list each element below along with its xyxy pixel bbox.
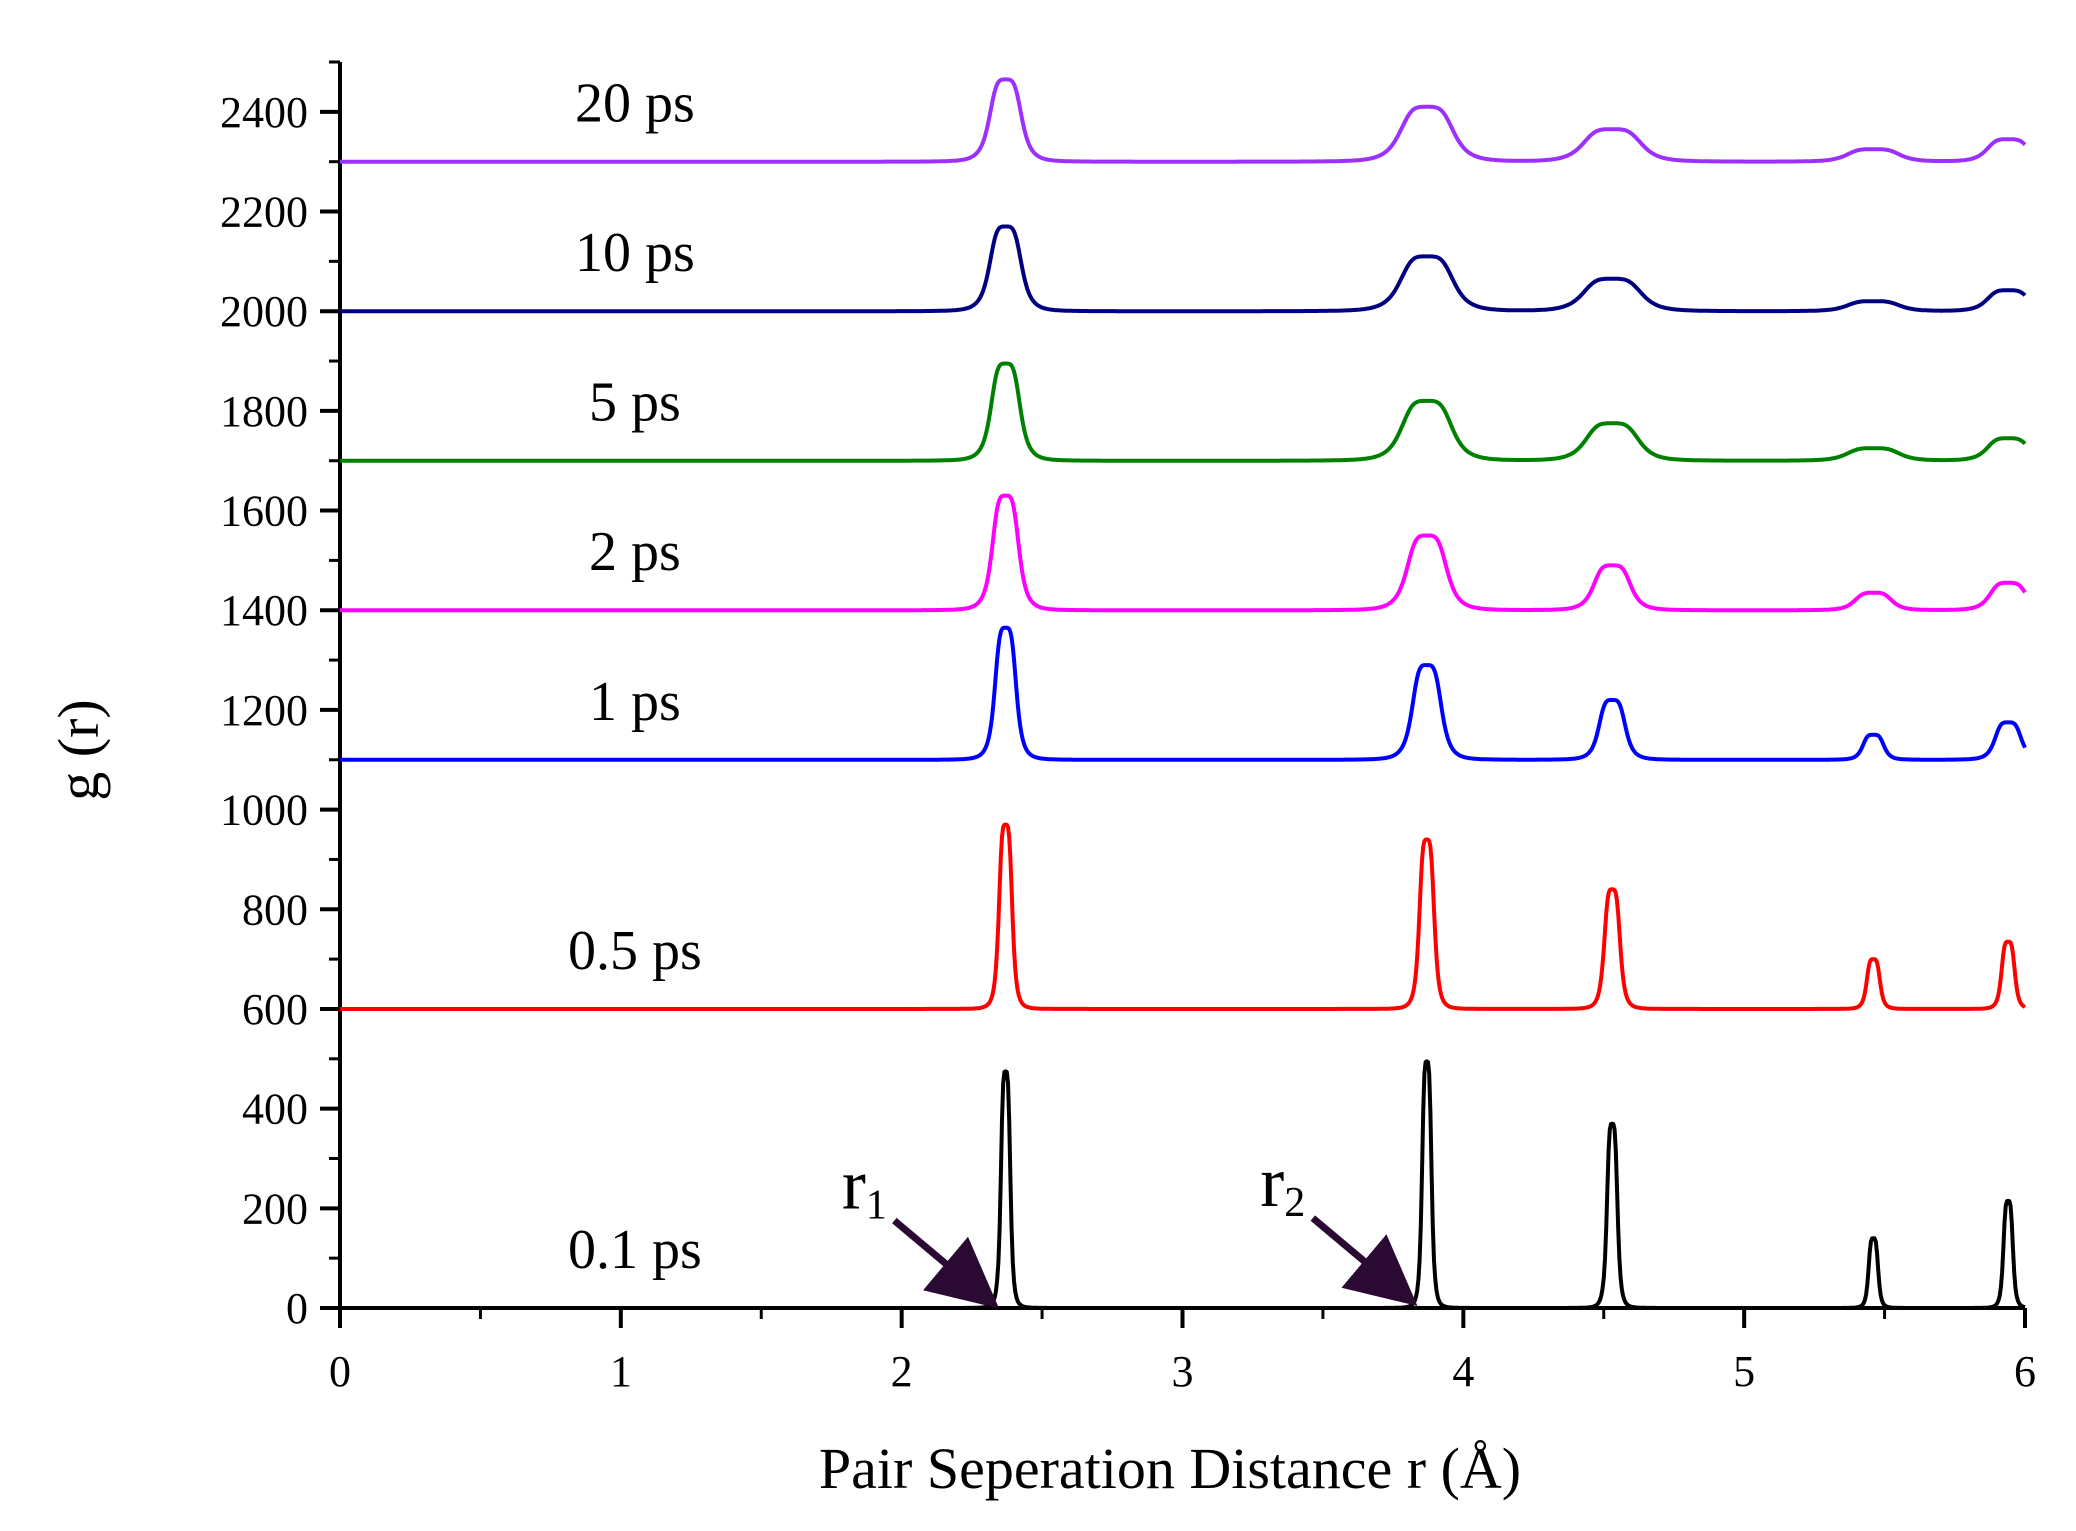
series-line-0_5-ps [339, 822, 2027, 1011]
series-label: 0.1 ps [568, 1219, 702, 1281]
y-tick-label: 800 [242, 885, 308, 934]
y-tick-label: 2000 [220, 287, 308, 336]
series-label: 1 ps [589, 671, 681, 733]
x-tick-label: 0 [329, 1347, 351, 1396]
y-tick-label: 2400 [220, 88, 308, 137]
y-tick-label: 1600 [220, 487, 308, 536]
y-tick-label: 1800 [220, 387, 308, 436]
y-tick-label: 400 [242, 1085, 308, 1134]
annotation-label: r1 [842, 1145, 887, 1229]
annotation-arrow [1310, 1215, 1418, 1307]
x-tick-label: 1 [610, 1347, 632, 1396]
y-tick-label: 1400 [220, 586, 308, 635]
y-tick-label: 600 [242, 985, 308, 1034]
x-axis-title: Pair Seperation Distance r (Å) [819, 1436, 1521, 1501]
series-line-20-ps [339, 77, 2027, 164]
series-label: 0.5 ps [568, 920, 702, 982]
series-label: 5 ps [589, 372, 681, 434]
series-label: 2 ps [589, 521, 681, 583]
series-label: 10 ps [575, 222, 695, 284]
series-labels: 0.1 ps 0.5 ps 1 ps 2 ps 5 ps 10 ps 20 ps [568, 73, 702, 1281]
ticks: 0 1 2 3 4 5 6 0 200 400 600 800 1000 1200 1400 1600 1800… [220, 60, 2036, 1396]
series-line-10-ps [339, 224, 2027, 314]
y-tick-label: 0 [286, 1284, 308, 1333]
x-tick-label: 5 [1733, 1347, 1755, 1396]
x-tick-label: 4 [1452, 1347, 1474, 1396]
y-tick-label: 200 [242, 1184, 308, 1233]
y-tick-label: 2200 [220, 188, 308, 237]
annotation-label: r2 [1260, 1142, 1305, 1226]
x-tick-label: 3 [1172, 1347, 1194, 1396]
annotation-arrow [892, 1217, 1000, 1309]
series-line-0_1-ps [339, 1059, 2026, 1310]
y-axis-title: g (r) [46, 699, 111, 800]
series-lines [339, 77, 2027, 1310]
x-tick-label: 6 [2014, 1347, 2036, 1396]
x-tick-label: 2 [891, 1347, 913, 1396]
annotations: r1 r2 [842, 1142, 1418, 1309]
series-line-1-ps [339, 625, 2027, 762]
y-tick-label: 1200 [220, 686, 308, 735]
series-label: 20 ps [575, 73, 695, 135]
y-tick-label: 1000 [220, 786, 308, 835]
series-line-5-ps [339, 361, 2027, 463]
series-line-2-ps [339, 493, 2027, 613]
